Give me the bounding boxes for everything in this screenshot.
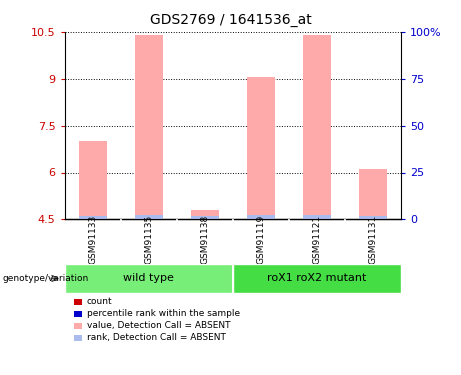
Bar: [74, 310, 82, 317]
Bar: [74, 322, 82, 329]
Bar: [303, 35, 331, 219]
Bar: [247, 77, 275, 219]
Bar: [78, 216, 106, 219]
Bar: [191, 210, 219, 219]
Bar: [135, 214, 163, 219]
Bar: [65, 264, 233, 292]
Text: genotype/variation: genotype/variation: [2, 274, 89, 283]
Text: GSM91131: GSM91131: [368, 215, 378, 264]
Text: GSM91133: GSM91133: [88, 215, 97, 264]
Bar: [359, 216, 387, 219]
Text: wild type: wild type: [123, 273, 174, 284]
Text: rank, Detection Call = ABSENT: rank, Detection Call = ABSENT: [87, 333, 225, 342]
Bar: [74, 298, 82, 305]
Text: GSM91119: GSM91119: [256, 215, 266, 264]
Text: value, Detection Call = ABSENT: value, Detection Call = ABSENT: [87, 321, 230, 330]
Bar: [191, 216, 219, 219]
Text: roX1 roX2 mutant: roX1 roX2 mutant: [267, 273, 366, 284]
Bar: [74, 334, 82, 341]
Bar: [359, 170, 387, 219]
Bar: [233, 264, 401, 292]
Text: count: count: [87, 297, 112, 306]
Bar: [135, 35, 163, 219]
Text: GSM91138: GSM91138: [200, 215, 209, 264]
Text: GSM91135: GSM91135: [144, 215, 153, 264]
Text: GSM91121: GSM91121: [313, 215, 321, 264]
Bar: [247, 215, 275, 219]
Bar: [303, 214, 331, 219]
Text: percentile rank within the sample: percentile rank within the sample: [87, 309, 240, 318]
Bar: [78, 141, 106, 219]
Text: GDS2769 / 1641536_at: GDS2769 / 1641536_at: [150, 13, 311, 27]
